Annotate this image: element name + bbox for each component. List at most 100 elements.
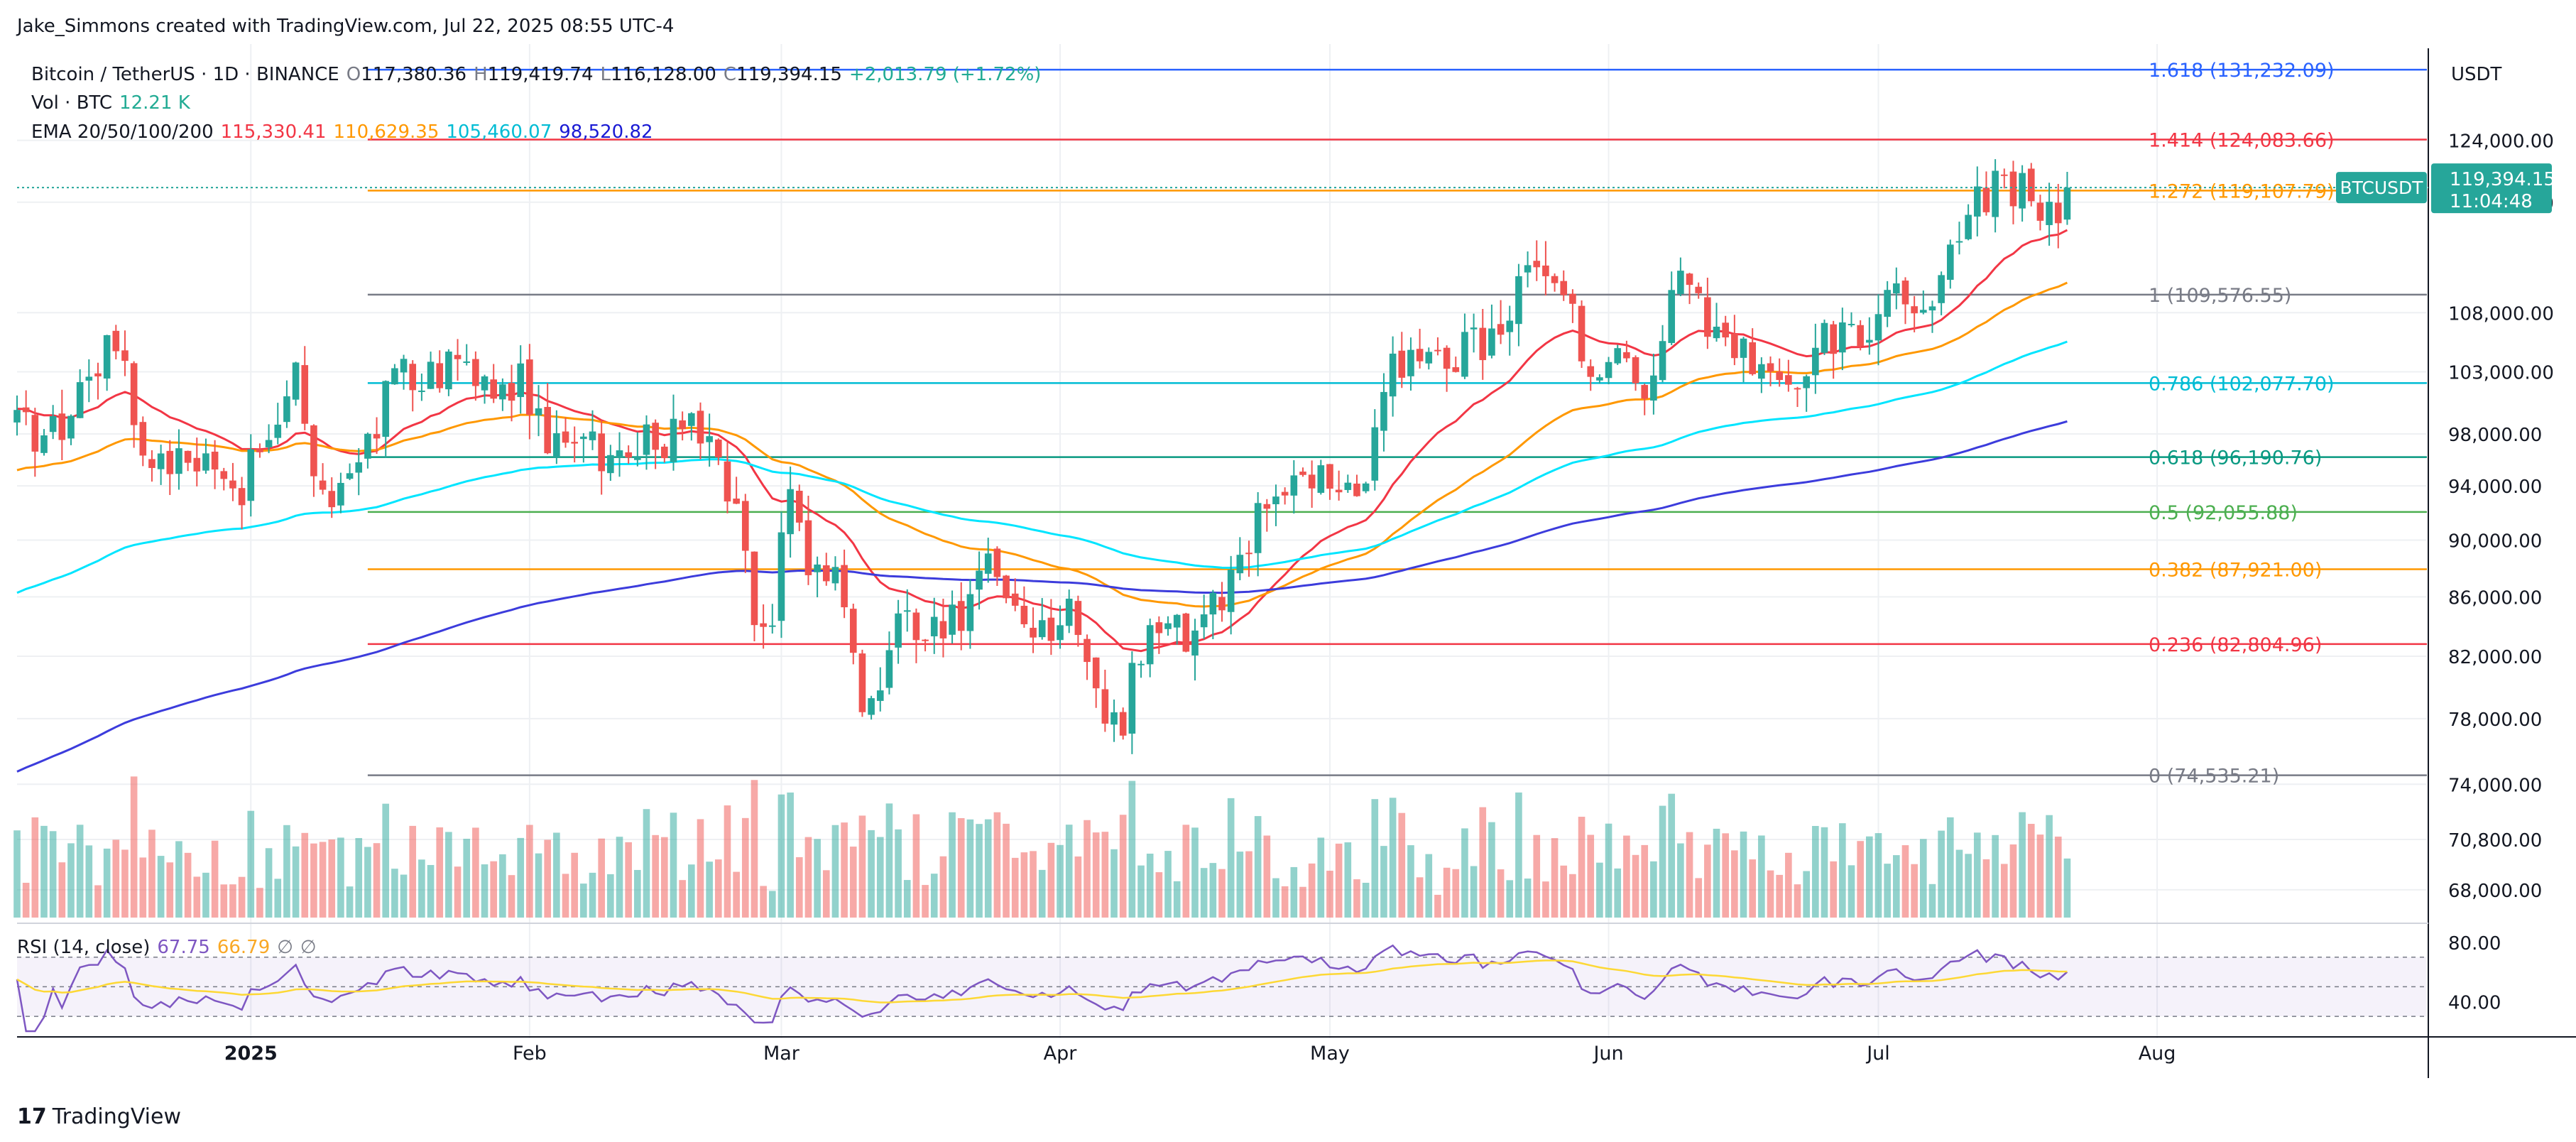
candle-body xyxy=(1003,575,1010,599)
settings-icon[interactable]: ∅ xyxy=(300,937,317,958)
volume-bar xyxy=(957,817,965,918)
volume-bar xyxy=(517,837,525,918)
candle-body xyxy=(1713,326,1720,339)
volume-bar xyxy=(1776,874,1783,918)
volume-bar xyxy=(903,880,911,918)
candle-body xyxy=(1182,613,1190,652)
volume-bar xyxy=(1326,871,1333,918)
candle-body xyxy=(1254,503,1262,553)
candle-body xyxy=(741,501,749,551)
volume-bar xyxy=(1128,781,1136,918)
time-tick-label: May xyxy=(1310,1043,1350,1065)
candle-body xyxy=(993,548,1001,577)
volume-bar xyxy=(1182,825,1190,918)
candle-body xyxy=(553,433,560,457)
volume-bar xyxy=(49,831,57,918)
rsi-label[interactable]: RSI (14, close) xyxy=(17,937,151,958)
candle-body xyxy=(544,407,551,454)
price-tick-label: 98,000.00 xyxy=(2448,425,2542,446)
volume-bar xyxy=(1704,844,1711,918)
candle-body xyxy=(1982,187,1990,212)
volume-bar xyxy=(1803,871,1810,918)
volume-bar xyxy=(1137,865,1145,918)
candle-body xyxy=(1992,170,1999,217)
fib-level-label: 1.414 (124,083.66) xyxy=(2149,129,2335,151)
time-tick-label: Mar xyxy=(763,1043,800,1065)
open-label: O xyxy=(346,64,361,85)
candle-body xyxy=(1866,339,1873,343)
volume-label[interactable]: Vol · BTC xyxy=(31,92,113,114)
ema-label[interactable]: EMA 20/50/100/200 xyxy=(31,121,214,143)
symbol-tag xyxy=(2336,172,2427,204)
volume-bar xyxy=(1533,834,1541,918)
candle-body xyxy=(1973,186,1981,217)
ema200-value: 98,520.82 xyxy=(559,121,653,143)
volume-bar xyxy=(1119,815,1127,918)
volume-bar xyxy=(166,862,174,918)
volume-bar xyxy=(580,883,587,918)
volume-bar xyxy=(553,832,560,918)
fib-level-label: 1.272 (119,107.79) xyxy=(2149,180,2335,202)
volume-bar xyxy=(1515,792,1522,918)
volume-bar xyxy=(634,869,641,918)
candle-body xyxy=(1731,334,1738,359)
volume-bar xyxy=(1236,852,1244,918)
candle-body xyxy=(427,361,435,389)
volume-bar xyxy=(1901,845,1909,918)
price-tick-label: 78,000.00 xyxy=(2448,709,2542,731)
candle-body xyxy=(1317,465,1325,493)
volume-bar xyxy=(1785,852,1792,918)
hide-icon[interactable]: ∅ xyxy=(277,937,293,958)
volume-bar xyxy=(768,891,776,918)
symbol-name[interactable]: Bitcoin / TetherUS · 1D · BINANCE xyxy=(31,64,339,85)
candle-body xyxy=(1380,391,1387,431)
candle-body xyxy=(957,601,965,631)
fibonacci-levels xyxy=(367,68,2427,776)
volume-bar xyxy=(1866,836,1873,918)
rsi-legend: RSI (14, close) 67.75 66.79 ∅ ∅ xyxy=(17,937,324,958)
candle-body xyxy=(1704,297,1711,337)
candle-body xyxy=(858,653,866,712)
volume-bar xyxy=(535,853,542,918)
candle-body xyxy=(22,407,30,413)
volume-bar xyxy=(1299,886,1306,918)
volume-bar xyxy=(544,839,551,918)
candle-body xyxy=(1057,625,1064,641)
volume-bar xyxy=(1587,834,1595,918)
volume-bar xyxy=(85,845,93,918)
candle-body xyxy=(535,408,542,415)
volume-bar xyxy=(1173,881,1181,918)
volume-bar xyxy=(238,876,246,918)
volume-bar xyxy=(1605,823,1612,918)
volume-bar xyxy=(1470,866,1478,918)
volume-bar xyxy=(1695,878,1703,918)
volume-bar xyxy=(868,830,875,918)
candle-body xyxy=(454,354,462,359)
candle-body xyxy=(1659,341,1666,381)
candle-body xyxy=(1299,472,1306,475)
candle-body xyxy=(1137,663,1145,665)
tradingview-logo[interactable]: 17 TradingView xyxy=(17,1104,181,1129)
candle-body xyxy=(247,449,255,501)
volume-bar xyxy=(1659,805,1666,918)
volume-bar xyxy=(822,870,830,918)
volume-bar xyxy=(966,819,974,918)
volume-bar xyxy=(1524,879,1532,918)
candle-body xyxy=(463,361,471,363)
candle-body xyxy=(1227,570,1235,612)
candle-body xyxy=(364,433,371,459)
candle-body xyxy=(760,623,767,627)
fib-level-label: 0.786 (102,077.70) xyxy=(2149,373,2335,395)
volume-bar xyxy=(589,872,596,918)
time-tick-label: Feb xyxy=(513,1043,547,1065)
price-tick-label: 74,000.00 xyxy=(2448,775,2542,796)
currency-label[interactable]: USDT xyxy=(2451,64,2502,85)
volume-bar xyxy=(220,884,228,918)
volume-bar xyxy=(885,803,893,918)
volume-bar xyxy=(1955,849,1963,918)
volume-bar xyxy=(1092,832,1100,918)
volume-bar xyxy=(787,792,794,918)
volume-bar xyxy=(1578,817,1586,918)
candle-body xyxy=(984,553,992,574)
